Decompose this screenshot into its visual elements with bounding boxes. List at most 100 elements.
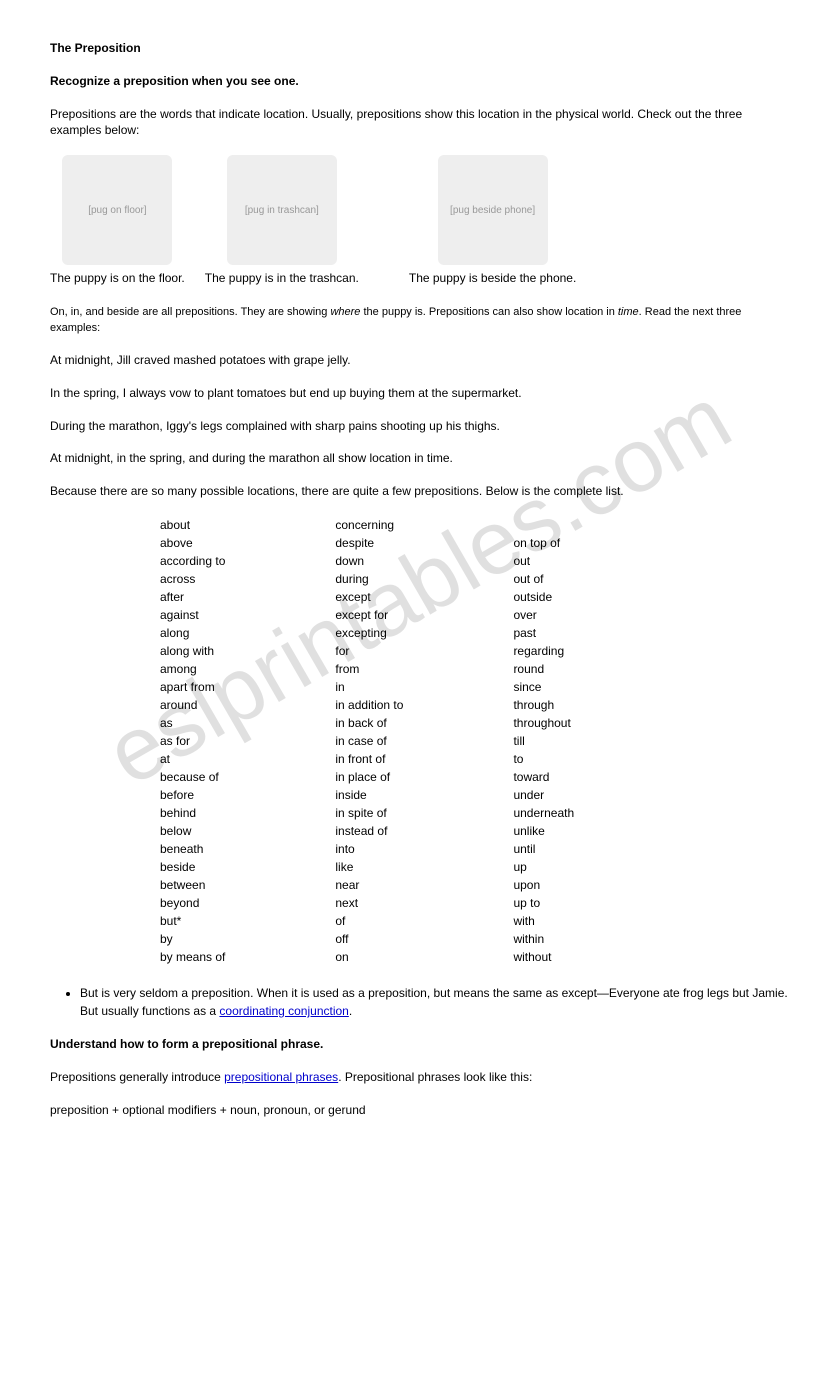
- preposition-word: in addition to: [335, 696, 403, 714]
- preposition-word: through: [513, 696, 574, 714]
- example-4: At midnight, in the spring, and during t…: [50, 450, 788, 467]
- preposition-word: in case of: [335, 732, 403, 750]
- preposition-word: except for: [335, 606, 403, 624]
- preposition-word: near: [335, 876, 403, 894]
- preposition-word: unlike: [513, 822, 574, 840]
- preposition-word: about: [160, 516, 225, 534]
- preposition-word: beneath: [160, 840, 225, 858]
- preposition-word: round: [513, 660, 574, 678]
- preposition-word: after: [160, 588, 225, 606]
- heading-form-phrase: Understand how to form a prepositional p…: [50, 1036, 788, 1053]
- preposition-word: in place of: [335, 768, 403, 786]
- preposition-word: in front of: [335, 750, 403, 768]
- preposition-word: inside: [335, 786, 403, 804]
- title: The Preposition: [50, 40, 788, 57]
- image-item-3: [pug beside phone] The puppy is beside t…: [409, 155, 576, 285]
- preposition-word: among: [160, 660, 225, 678]
- preposition-word: into: [335, 840, 403, 858]
- preposition-word: before: [160, 786, 225, 804]
- preposition-table: aboutaboveaccording toacrossafteragainst…: [160, 516, 788, 966]
- preposition-word: [513, 516, 574, 534]
- note-list: But is very seldom a preposition. When i…: [80, 984, 788, 1020]
- image-placeholder: [pug beside phone]: [438, 155, 548, 265]
- preposition-word: regarding: [513, 642, 574, 660]
- preposition-word: between: [160, 876, 225, 894]
- text: But is very seldom a preposition. When i…: [80, 986, 788, 1018]
- prep-col-3: on top ofoutout ofoutsideoverpastregardi…: [513, 516, 574, 966]
- link-prepositional-phrases[interactable]: prepositional phrases: [224, 1070, 338, 1084]
- text: .: [349, 1004, 352, 1018]
- preposition-word: of: [335, 912, 403, 930]
- phrase-intro: Prepositions generally introduce preposi…: [50, 1069, 788, 1086]
- preposition-word: since: [513, 678, 574, 696]
- preposition-word: as: [160, 714, 225, 732]
- preposition-word: with: [513, 912, 574, 930]
- preposition-word: underneath: [513, 804, 574, 822]
- image-item-2: [pug in trashcan] The puppy is in the tr…: [205, 155, 359, 285]
- preposition-word: on top of: [513, 534, 574, 552]
- note-but: But is very seldom a preposition. When i…: [80, 984, 788, 1020]
- preposition-word: like: [335, 858, 403, 876]
- preposition-word: down: [335, 552, 403, 570]
- image-row: [pug on floor] The puppy is on the floor…: [50, 155, 788, 285]
- italic-time: time: [618, 306, 639, 318]
- preposition-word: out of: [513, 570, 574, 588]
- image-caption: The puppy is in the trashcan.: [205, 271, 359, 285]
- preposition-word: at: [160, 750, 225, 768]
- example-1: At midnight, Jill craved mashed potatoes…: [50, 352, 788, 369]
- preposition-word: around: [160, 696, 225, 714]
- preposition-word: beyond: [160, 894, 225, 912]
- preposition-word: over: [513, 606, 574, 624]
- preposition-word: for: [335, 642, 403, 660]
- preposition-word: upon: [513, 876, 574, 894]
- preposition-word: within: [513, 930, 574, 948]
- preposition-word: by means of: [160, 948, 225, 966]
- text: the puppy is. Prepositions can also show…: [360, 306, 617, 318]
- example-2: In the spring, I always vow to plant tom…: [50, 385, 788, 402]
- list-intro: Because there are so many possible locat…: [50, 483, 788, 500]
- preposition-word: despite: [335, 534, 403, 552]
- preposition-word: below: [160, 822, 225, 840]
- preposition-word: from: [335, 660, 403, 678]
- preposition-word: as for: [160, 732, 225, 750]
- preposition-word: because of: [160, 768, 225, 786]
- text: . Prepositional phrases look like this:: [338, 1070, 532, 1084]
- preposition-word: to: [513, 750, 574, 768]
- image-caption: The puppy is beside the phone.: [409, 271, 576, 285]
- preposition-word: past: [513, 624, 574, 642]
- intro-paragraph: Prepositions are the words that indicate…: [50, 106, 788, 140]
- explanation-paragraph: On, in, and beside are all prepositions.…: [50, 305, 788, 336]
- example-3: During the marathon, Iggy's legs complai…: [50, 418, 788, 435]
- preposition-word: along with: [160, 642, 225, 660]
- preposition-word: out: [513, 552, 574, 570]
- preposition-word: in spite of: [335, 804, 403, 822]
- preposition-word: without: [513, 948, 574, 966]
- preposition-word: toward: [513, 768, 574, 786]
- preposition-word: in: [335, 678, 403, 696]
- preposition-word: above: [160, 534, 225, 552]
- preposition-word: beside: [160, 858, 225, 876]
- image-placeholder: [pug on floor]: [62, 155, 172, 265]
- preposition-word: on: [335, 948, 403, 966]
- preposition-word: excepting: [335, 624, 403, 642]
- text: On, in, and beside are all prepositions.…: [50, 306, 330, 318]
- preposition-word: outside: [513, 588, 574, 606]
- preposition-word: next: [335, 894, 403, 912]
- preposition-word: but*: [160, 912, 225, 930]
- link-coordinating-conjunction[interactable]: coordinating conjunction: [219, 1004, 348, 1018]
- preposition-word: according to: [160, 552, 225, 570]
- preposition-word: throughout: [513, 714, 574, 732]
- formula: preposition + optional modifiers + noun,…: [50, 1102, 788, 1119]
- preposition-word: off: [335, 930, 403, 948]
- preposition-word: by: [160, 930, 225, 948]
- image-caption: The puppy is on the floor.: [50, 271, 185, 285]
- preposition-word: across: [160, 570, 225, 588]
- preposition-word: apart from: [160, 678, 225, 696]
- heading-recognize: Recognize a preposition when you see one…: [50, 73, 788, 90]
- preposition-word: till: [513, 732, 574, 750]
- preposition-word: along: [160, 624, 225, 642]
- preposition-word: except: [335, 588, 403, 606]
- preposition-word: against: [160, 606, 225, 624]
- prep-col-1: aboutaboveaccording toacrossafteragainst…: [160, 516, 225, 966]
- preposition-word: in back of: [335, 714, 403, 732]
